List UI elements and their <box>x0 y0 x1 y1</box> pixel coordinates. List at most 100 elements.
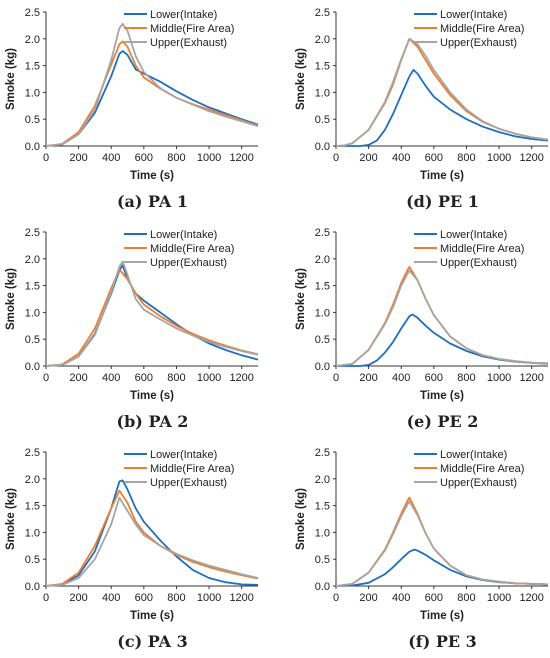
y-axis-label: Smoke (kg) <box>5 488 17 550</box>
legend-label: Lower(Intake) <box>440 449 507 461</box>
line-chart: 0.0 0.5 1.0 1.5 2.0 2.5 0 200 400 600 800 1000 1200 T… <box>295 7 549 182</box>
y-tick-label: 2.5 <box>25 7 40 19</box>
y-tick-label: 1.5 <box>315 281 330 293</box>
x-axis-label: Time (s) <box>420 610 464 622</box>
x-tick-label: 400 <box>102 372 120 384</box>
legend-label: Upper(Exhaust) <box>150 37 227 49</box>
series-line-0 <box>336 69 549 147</box>
legend-label: Lower(Intake) <box>440 9 507 21</box>
y-tick-label: 2.5 <box>315 227 330 239</box>
line-chart: 0.0 0.5 1.0 1.5 2.0 2.5 0 200 400 600 800 1000 1200 T… <box>5 447 259 622</box>
legend-label: Middle(Fire Area) <box>150 463 234 475</box>
y-tick-label: 0.5 <box>25 554 40 566</box>
y-tick-label: 1.5 <box>25 501 40 513</box>
y-axis-label: Smoke (kg) <box>295 48 307 110</box>
y-tick-label: 0.0 <box>25 141 40 153</box>
y-tick-label: 2.5 <box>315 7 330 19</box>
legend-label: Upper(Exhaust) <box>150 257 227 269</box>
series-line-0 <box>45 479 259 587</box>
x-tick-label: 1000 <box>487 372 511 384</box>
x-axis-label: Time (s) <box>420 170 464 182</box>
legend-label: Lower(Intake) <box>440 229 507 241</box>
x-tick-label: 400 <box>392 152 410 164</box>
line-chart: 0.0 0.5 1.0 1.5 2.0 2.5 0 200 400 600 800 1000 1200 T… <box>5 227 259 402</box>
x-tick-label: 0 <box>333 152 339 164</box>
x-tick-label: 200 <box>69 372 87 384</box>
x-axis-label: Time (s) <box>130 610 174 622</box>
series-line-0 <box>336 313 549 367</box>
x-tick-label: 0 <box>43 592 49 604</box>
x-tick-label: 400 <box>102 152 120 164</box>
legend-label: Lower(Intake) <box>150 449 217 461</box>
x-tick-label: 800 <box>457 152 475 164</box>
x-tick-label: 800 <box>167 152 185 164</box>
x-tick-label: 600 <box>425 592 443 604</box>
y-tick-label: 1.5 <box>315 501 330 513</box>
x-tick-label: 600 <box>135 152 153 164</box>
y-axis-label: Smoke (kg) <box>295 488 307 550</box>
y-tick-label: 2.0 <box>315 34 330 46</box>
x-tick-label: 800 <box>457 592 475 604</box>
y-tick-label: 0.0 <box>315 361 330 373</box>
line-chart: 0.0 0.5 1.0 1.5 2.0 2.5 0 200 400 600 800 1000 1200 T… <box>5 7 259 182</box>
y-tick-label: 0.0 <box>25 581 40 593</box>
y-tick-label: 1.5 <box>25 61 40 73</box>
x-tick-label: 600 <box>135 592 153 604</box>
series-line-0 <box>335 548 549 587</box>
x-tick-label: 200 <box>359 152 377 164</box>
x-tick-label: 1200 <box>519 152 543 164</box>
x-tick-label: 600 <box>425 372 443 384</box>
x-tick-label: 0 <box>43 152 49 164</box>
x-tick-label: 1200 <box>229 152 253 164</box>
x-tick-label: 400 <box>102 592 120 604</box>
y-tick-label: 0.0 <box>315 581 330 593</box>
line-chart: 0.0 0.5 1.0 1.5 2.0 2.5 0 200 400 600 800 1000 1200 T… <box>295 447 549 622</box>
x-tick-label: 200 <box>69 152 87 164</box>
y-tick-label: 2.0 <box>25 474 40 486</box>
series-line-2 <box>335 269 549 367</box>
y-tick-label: 2.5 <box>25 447 40 459</box>
legend-label: Upper(Exhaust) <box>440 257 517 269</box>
x-tick-label: 400 <box>392 372 410 384</box>
chart-panel: 0.0 0.5 1.0 1.5 2.0 2.5 0 200 400 600 800 1000 1200 T… <box>290 220 550 438</box>
panel-caption: (a) PA 1 <box>116 192 189 211</box>
x-tick-label: 1000 <box>487 152 511 164</box>
x-tick-label: 1000 <box>487 592 511 604</box>
y-tick-label: 0.5 <box>315 554 330 566</box>
y-tick-label: 1.0 <box>25 87 40 99</box>
x-tick-label: 1000 <box>197 592 221 604</box>
series-line-2 <box>45 260 259 367</box>
y-tick-label: 0.5 <box>315 114 330 126</box>
x-tick-label: 400 <box>392 592 410 604</box>
x-tick-label: 0 <box>333 372 339 384</box>
chart-panel: 0.0 0.5 1.0 1.5 2.0 2.5 0 200 400 600 800 1000 1200 T… <box>290 440 550 658</box>
x-tick-label: 1000 <box>197 152 221 164</box>
y-tick-label: 1.5 <box>25 281 40 293</box>
y-axis-label: Smoke (kg) <box>5 268 17 330</box>
legend-label: Upper(Exhaust) <box>440 37 517 49</box>
x-tick-label: 600 <box>135 372 153 384</box>
y-tick-label: 2.0 <box>315 254 330 266</box>
panel-caption: (e) PE 2 <box>406 412 479 431</box>
legend-label: Upper(Exhaust) <box>440 477 517 489</box>
x-tick-label: 0 <box>43 372 49 384</box>
y-tick-label: 2.0 <box>25 34 40 46</box>
y-tick-label: 2.0 <box>315 474 330 486</box>
legend-label: Middle(Fire Area) <box>440 243 524 255</box>
chart-panel: 0.0 0.5 1.0 1.5 2.0 2.5 0 200 400 600 800 1000 1200 T… <box>0 220 275 438</box>
y-tick-label: 0.0 <box>315 141 330 153</box>
y-tick-label: 0.5 <box>315 334 330 346</box>
x-tick-label: 800 <box>167 592 185 604</box>
series-line-2 <box>45 22 259 147</box>
x-axis-label: Time (s) <box>420 390 464 402</box>
x-tick-label: 0 <box>333 592 339 604</box>
x-tick-label: 600 <box>425 152 443 164</box>
series-line-1 <box>45 268 259 367</box>
legend-label: Middle(Fire Area) <box>150 23 234 35</box>
y-tick-label: 1.0 <box>315 87 330 99</box>
series-line-1 <box>45 40 259 147</box>
legend-label: Lower(Intake) <box>150 229 217 241</box>
panel-caption: (d) PE 1 <box>406 192 479 211</box>
y-axis-label: Smoke (kg) <box>5 48 17 110</box>
